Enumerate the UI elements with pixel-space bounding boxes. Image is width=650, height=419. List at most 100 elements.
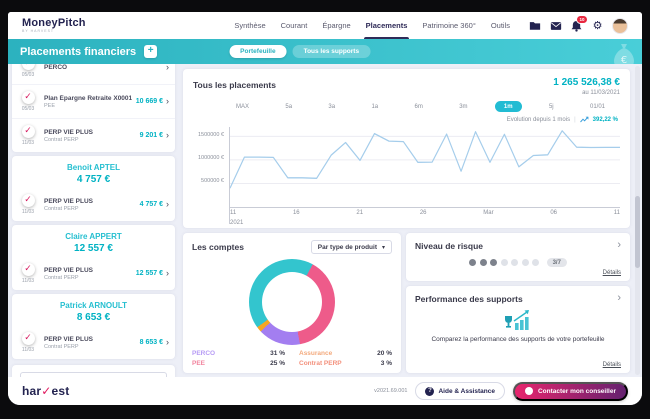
page-banner: Placements financiers + Portefeuille Tou…	[8, 39, 642, 64]
svg-text:€: €	[621, 55, 627, 64]
account-value: 10 669 €	[135, 98, 163, 105]
top-header: MoneyPitch BY HARVEST Synthèse Courant É…	[8, 12, 642, 39]
check-icon: ✓	[21, 125, 35, 138]
header-icons: 10 ⚙	[528, 15, 628, 34]
accounts-sidebar: ✓ 05/03 PERCO › ✓ 05/03 Plan Épargne Ret…	[8, 64, 178, 377]
scrollbar-thumb[interactable]	[635, 195, 640, 268]
folder-icon[interactable]	[528, 19, 541, 32]
range-6m[interactable]: 6m	[414, 103, 423, 110]
account-date: 05/03	[21, 72, 35, 78]
nav-synthese[interactable]: Synthèse	[234, 21, 266, 30]
account-row-perp[interactable]: ✓ 11/03 PERP VIE PLUS Contrat PERP 8 653…	[12, 326, 175, 359]
accounts-panel-title: Les comptes	[192, 242, 244, 252]
main-panel: Tous les placements 1 265 526,38 € au 11…	[178, 64, 642, 377]
contact-advisor-button[interactable]: Contacter mon conseiller	[512, 381, 628, 401]
performance-details-link[interactable]: Détails	[602, 362, 621, 368]
risk-level-card[interactable]: Niveau de risque › 3/7 Détails	[406, 233, 630, 281]
app-logo[interactable]: MoneyPitch BY HARVEST	[22, 16, 86, 34]
range-3a[interactable]: 3a	[328, 103, 336, 110]
view-tabs: Portefeuille Tous les supports	[229, 45, 371, 58]
account-name: PERP VIE PLUS	[44, 197, 94, 205]
chevron-right-icon: ›	[166, 268, 169, 278]
range-1m[interactable]: 1m	[494, 101, 522, 112]
nav-epargne[interactable]: Épargne	[322, 21, 351, 30]
performance-chart-icon	[505, 310, 529, 330]
owner-total: 4 757 €	[76, 174, 111, 185]
chevron-right-icon[interactable]: ›	[617, 292, 621, 304]
chevron-right-icon: ›	[166, 64, 169, 72]
print-button[interactable]: Imprimer	[20, 372, 167, 377]
account-row-perp[interactable]: ✓ 11/03 PERP VIE PLUS Contrat PERP 12 55…	[12, 257, 175, 290]
risk-details-link[interactable]: Détails	[602, 270, 621, 276]
x-tick-label: 11	[613, 210, 620, 216]
evolution-indicator: Evolution depuis 1 mois | 392,22 %	[506, 116, 618, 123]
account-date: 11/03	[21, 209, 35, 215]
legend-item-contrat-perp: Contrat PERP 3 %	[299, 360, 392, 367]
tab-tous-les-supports[interactable]: Tous les supports	[292, 45, 371, 58]
mail-icon[interactable]	[549, 19, 562, 32]
check-icon: ✓	[21, 64, 35, 70]
nav-patrimoine-360[interactable]: Patrimoine 360°	[422, 21, 476, 30]
account-group-card: Benoit APTEL 4 757 € ✓ 11/03 PERP VIE PL…	[12, 156, 175, 221]
placements-line-chart	[230, 130, 620, 189]
range-3m[interactable]: 3m	[459, 103, 468, 110]
chevron-right-icon: ›	[166, 96, 169, 106]
account-row-pee[interactable]: ✓ 05/03 Plan Épargne Retraite X0001 PEE …	[12, 84, 175, 118]
account-row-perp[interactable]: ✓ 11/03 PERP VIE PLUS Contrat PERP 9 201…	[12, 118, 175, 152]
evolution-label: Evolution depuis 1 mois	[506, 116, 571, 123]
account-value: 4 757 €	[139, 201, 163, 208]
account-row-perp[interactable]: ✓ 11/03 PERP VIE PLUS Contrat PERP 4 757…	[12, 188, 175, 221]
placements-title: Tous les placements	[193, 80, 276, 90]
check-icon: ✓	[21, 194, 35, 207]
tab-portefeuille[interactable]: Portefeuille	[229, 45, 287, 58]
account-type: Contrat PERP	[44, 136, 79, 143]
y-tick-label: 1000000 €	[198, 155, 224, 161]
user-avatar[interactable]	[612, 17, 628, 34]
notifications-bell-icon[interactable]: 10	[570, 15, 588, 32]
harvest-logo: har✓est	[22, 384, 70, 398]
account-row-perco[interactable]: ✓ 05/03 PERCO ›	[12, 64, 175, 84]
dropdown-selected-value: Par type de produit	[317, 243, 377, 251]
placements-as-of-date: au 11/03/2021	[582, 90, 620, 96]
legend-item-pee: PEE 25 %	[192, 360, 285, 367]
performance-panel-title: Performance des supports	[415, 293, 523, 304]
account-type: Contrat PERP	[44, 274, 79, 281]
product-type-dropdown[interactable]: Par type de produit ▾	[310, 240, 392, 254]
x-tick-label: 11	[230, 210, 237, 216]
x-tick-label: 16	[292, 210, 300, 216]
app-logo-text: MoneyPitch	[22, 16, 86, 29]
nav-outils[interactable]: Outils	[490, 21, 510, 30]
accounts-donut[interactable]	[249, 259, 335, 345]
add-placement-button[interactable]: +	[144, 45, 158, 58]
range-5a[interactable]: 5a	[285, 103, 293, 110]
main-nav: Synthèse Courant Épargne Placements Patr…	[234, 12, 510, 39]
chevron-right-icon: ›	[166, 130, 169, 140]
nav-courant[interactable]: Courant	[280, 21, 308, 30]
range-1a[interactable]: 1a	[371, 103, 379, 110]
range-0101[interactable]: 01/01	[589, 103, 605, 110]
check-icon: ✓	[21, 91, 35, 104]
time-range-selector: MAX 5a 3a 1a 6m 3m 1m 5j 01/01	[193, 96, 620, 114]
donut-legend: PERCO 31 % Assurance 20 % PEE 25 % Con	[192, 350, 392, 367]
owner-total: 8 653 €	[76, 312, 111, 323]
owner-name: Patrick ARNOULT	[59, 301, 128, 310]
account-type: PEE	[44, 102, 56, 109]
range-5j[interactable]: 5j	[548, 103, 554, 110]
chevron-right-icon[interactable]: ›	[617, 239, 621, 251]
account-value: 9 201 €	[139, 132, 163, 139]
x-tick-label: 21	[356, 210, 364, 216]
help-assistance-button[interactable]: ? Aide & Assistance	[415, 382, 505, 400]
evolution-value: 392,22 %	[592, 116, 618, 123]
account-group-card: ✓ 05/03 PERCO › ✓ 05/03 Plan Épargne Ret…	[12, 64, 175, 152]
risk-panel-title: Niveau de risque	[415, 240, 484, 251]
y-tick-label: 500000 €	[201, 178, 224, 184]
account-date: 11/03	[21, 140, 35, 146]
performance-card[interactable]: Performance des supports ›	[406, 286, 630, 373]
settings-gear-icon[interactable]: ⚙	[592, 19, 603, 32]
app-version: v2021.69.001	[374, 388, 408, 394]
account-date: 11/03	[21, 278, 35, 284]
line-chart: 1500000 € 1000000 € 500000 € 11 16 21 26…	[193, 127, 620, 226]
nav-placements[interactable]: Placements	[363, 12, 410, 39]
app-window: MoneyPitch BY HARVEST Synthèse Courant É…	[8, 12, 642, 405]
range-max[interactable]: MAX	[236, 103, 250, 110]
